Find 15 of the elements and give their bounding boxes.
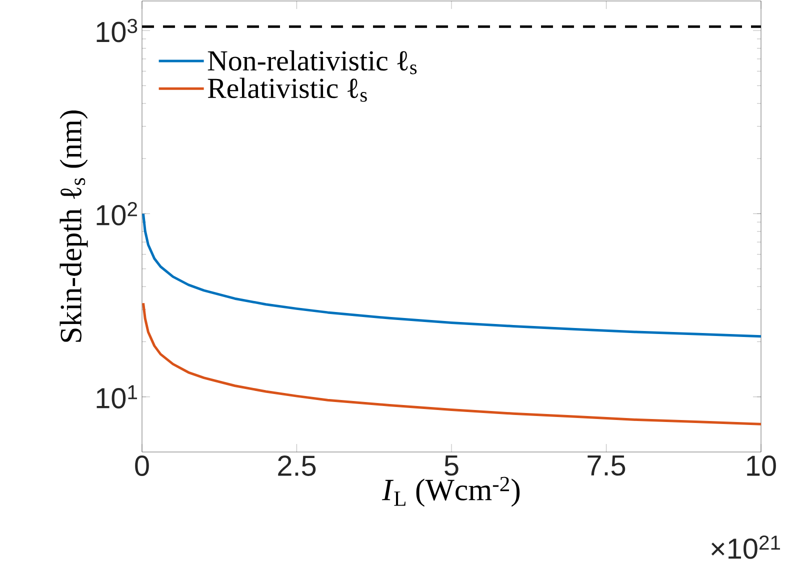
legend-label: Relativistic ℓ$_{s}$ [208,78,367,102]
legend-label: Non-relativistic ℓ$_{s}$ [208,50,417,74]
y-axis-title: Skin-depth ℓ$_{s}$ (nm) [60,110,88,342]
text: ×10$^{21}$ [711,536,780,559]
x-tick-label: 2.5 [278,456,316,476]
line-series [142,212,762,338]
x-tick-label: 0 [135,456,149,476]
x-axis-title: I$_{L}$ (Wcm$^{-2}$) [382,476,520,507]
y-tick-label: 10$^{3}$ [96,18,138,42]
x-tick-label: 7.5 [588,456,626,476]
line-series [142,302,762,426]
x-tick-label: 10 [747,456,776,476]
y-tick-label: 10$^{1}$ [96,385,137,408]
y-tick-label: 10$^{2}$ [96,202,137,226]
x-tick-label: 5 [444,456,458,476]
